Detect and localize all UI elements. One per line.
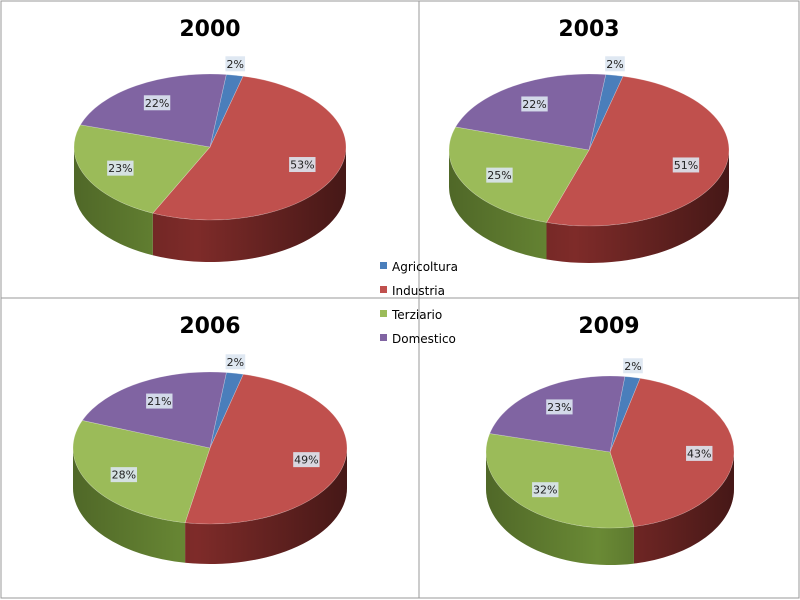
pie-slice-terziario	[72, 420, 211, 524]
pct-label-box-domestico	[146, 393, 173, 409]
pct-label-box-agricoltura	[225, 56, 246, 72]
pct-label-box-industria	[672, 157, 700, 173]
pct-label-industria: 43%	[687, 447, 711, 460]
pct-label-terziario: 32%	[533, 484, 557, 497]
pie-slice-domestico	[455, 73, 607, 151]
legend-label-terziario: Terziario	[391, 308, 442, 322]
pie-title-2003: 2003	[558, 17, 619, 42]
pie-sides	[486, 452, 734, 565]
pie-slice-industria	[609, 377, 735, 527]
pct-label-box-agricoltura	[225, 354, 246, 370]
pct-label-box-terziario	[107, 160, 134, 176]
legend-label-agricoltura: Agricoltura	[392, 260, 458, 274]
pct-label-box-agricoltura	[623, 358, 643, 374]
pct-label-industria: 53%	[290, 159, 314, 172]
pie-sides	[449, 150, 729, 263]
pie-title-2009: 2009	[578, 314, 639, 339]
pct-label-industria: 51%	[674, 159, 698, 172]
pie-slice-agricoltura	[209, 74, 244, 148]
pie-slice-terziario	[485, 433, 635, 529]
legend-swatch-industria	[380, 286, 387, 293]
pct-label-box-agricoltura	[605, 56, 625, 72]
legend-item-terziario: Terziario	[380, 308, 442, 322]
pie-2000: 2% 53% 23% 22%	[73, 56, 347, 262]
pie-slice-industria	[546, 75, 730, 227]
legend: Agricoltura Industria Terziario Domestic…	[380, 260, 458, 346]
pct-label-box-terziario	[532, 482, 559, 498]
pct-label-box-domestico	[143, 95, 171, 111]
pct-label-terziario: 28%	[112, 469, 136, 482]
pie-slice-agricoltura	[588, 74, 624, 151]
legend-swatch-domestico	[380, 334, 387, 341]
pie-slice-domestico	[79, 73, 227, 148]
pct-label-box-domestico	[521, 96, 548, 112]
pie-slice-industria	[152, 75, 347, 221]
pie-labels: 2% 49% 28% 21%	[110, 354, 320, 483]
panel-frame-2009	[418, 297, 800, 599]
pie-title-2000: 2000	[179, 17, 240, 42]
pct-label-terziario: 23%	[108, 162, 132, 175]
pie-labels: 2% 51% 25% 22%	[486, 56, 700, 183]
pie-top	[73, 73, 347, 221]
legend-item-industria: Industria	[380, 284, 445, 298]
pct-label-agricoltura: 2%	[606, 58, 623, 71]
pie-title-2006: 2006	[179, 314, 240, 339]
pct-label-domestico: 22%	[145, 97, 169, 110]
pct-label-terziario: 25%	[487, 169, 511, 182]
pie-2006: 2% 49% 28% 21%	[72, 354, 348, 564]
pie-slice-agricoltura	[609, 376, 641, 453]
pie-2009: 2% 43% 32% 23%	[485, 358, 735, 565]
pie-side-shading	[74, 147, 346, 262]
pct-label-domestico: 23%	[547, 401, 571, 414]
legend-label-industria: Industria	[392, 284, 445, 298]
legend-item-domestico: Domestico	[380, 332, 456, 346]
pct-label-box-industria	[289, 157, 316, 173]
pie-top	[448, 73, 730, 227]
pie-side-shading	[486, 452, 734, 565]
pct-label-agricoltura: 2%	[624, 360, 641, 373]
pct-label-agricoltura: 2%	[227, 356, 244, 369]
pct-label-box-industria	[293, 452, 320, 468]
legend-swatch-terziario	[380, 310, 387, 317]
pie-sides	[74, 147, 346, 262]
pie-side-shading	[73, 448, 347, 564]
pct-label-industria: 49%	[294, 454, 318, 467]
legend-label-domestico: Domestico	[392, 332, 456, 346]
pie-side-shading	[449, 150, 729, 263]
pct-label-agricoltura: 2%	[226, 58, 243, 71]
pie-slice-agricoltura	[209, 372, 244, 449]
pie-2003: 2% 51% 25% 22%	[448, 56, 730, 263]
pct-label-box-domestico	[546, 399, 573, 415]
pie-slice-industria	[184, 373, 348, 525]
pie-top	[72, 371, 348, 525]
pct-label-domestico: 21%	[147, 395, 171, 408]
pie-slice-domestico	[81, 371, 227, 449]
pie-labels: 2% 53% 23% 22%	[107, 56, 316, 176]
pct-label-box-terziario	[486, 167, 513, 183]
pie-sides	[73, 448, 347, 564]
pct-label-box-industria	[686, 445, 713, 461]
legend-item-agricoltura: Agricoltura	[380, 260, 458, 274]
legend-swatch-agricoltura	[380, 262, 387, 269]
pie-slice-terziario	[448, 126, 590, 223]
pct-label-domestico: 22%	[522, 98, 546, 111]
pie-slice-terziario	[73, 124, 211, 214]
pct-label-box-terziario	[110, 467, 138, 483]
pie-labels: 2% 43% 32% 23%	[532, 358, 713, 498]
